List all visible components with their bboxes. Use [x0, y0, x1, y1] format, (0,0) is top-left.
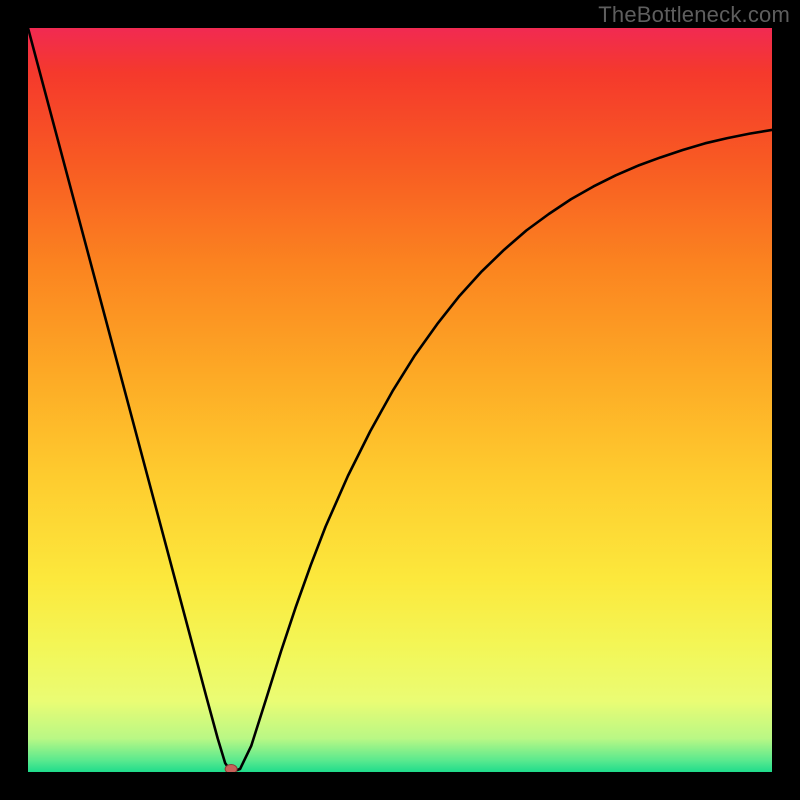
gradient-background — [28, 28, 772, 772]
plot-area — [28, 28, 772, 772]
minimum-marker — [225, 765, 237, 772]
plot-svg — [28, 28, 772, 772]
chart-frame: TheBottleneck.com — [0, 0, 800, 800]
watermark-text: TheBottleneck.com — [598, 2, 790, 28]
